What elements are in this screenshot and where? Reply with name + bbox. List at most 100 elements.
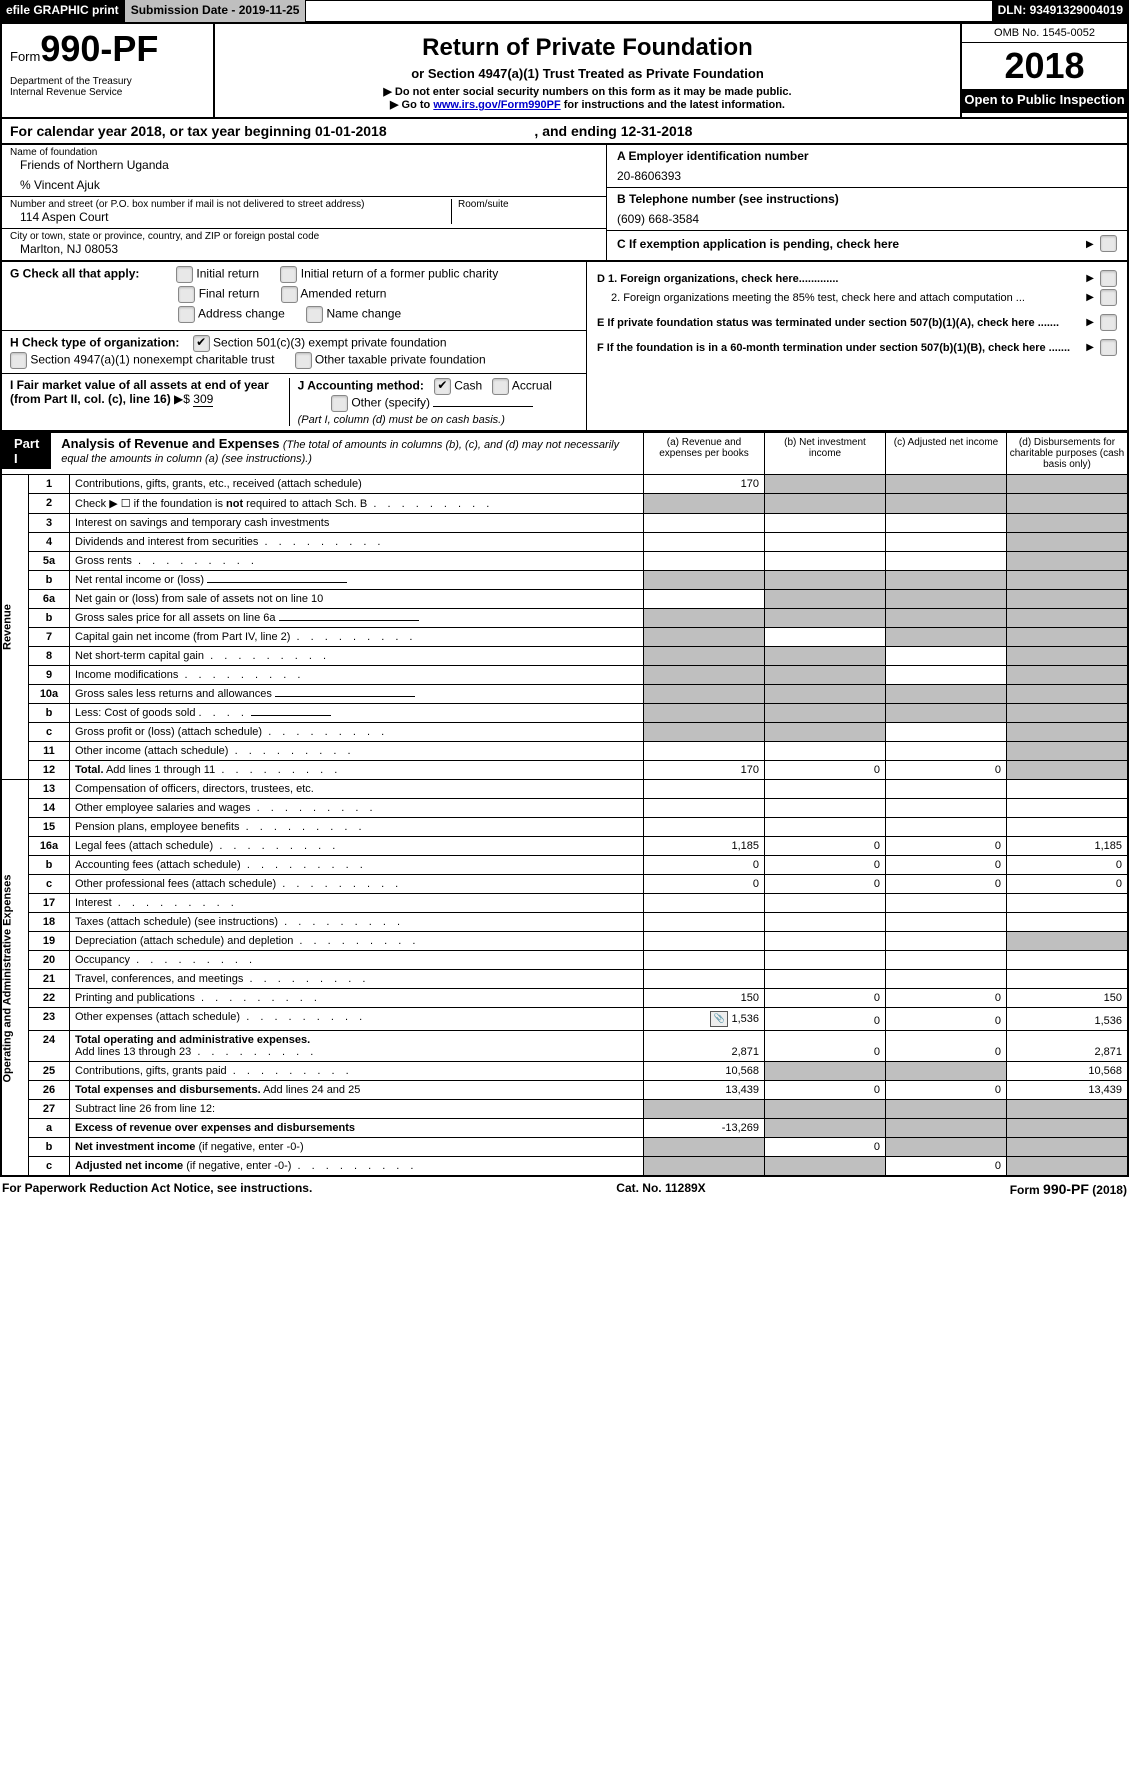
row-number: 23: [29, 1008, 70, 1031]
row-number: 21: [29, 970, 70, 989]
table-row: 22Printing and publications . . . . . . …: [1, 989, 1128, 1008]
row-description: Occupancy . . . . . . . . .: [70, 951, 644, 970]
table-row: 2Check ▶ ☐ if the foundation is not requ…: [1, 494, 1128, 514]
table-row: Revenue1Contributions, gifts, grants, et…: [1, 475, 1128, 494]
amount-cell: 2,871: [1007, 1031, 1129, 1062]
amount-cell: [886, 951, 1007, 970]
amount-cell: [765, 894, 886, 913]
amount-cell: 10,568: [1007, 1062, 1129, 1081]
row-description: Total. Add lines 1 through 11 . . . . . …: [70, 761, 644, 780]
row-number: 1: [29, 475, 70, 494]
row-number: 2: [29, 494, 70, 514]
page-footer: For Paperwork Reduction Act Notice, see …: [0, 1177, 1129, 1197]
submission-date: Submission Date - 2019-11-25: [125, 0, 307, 22]
table-row: 3Interest on savings and temporary cash …: [1, 514, 1128, 533]
amount-cell: [886, 647, 1007, 666]
amount-cell: [765, 951, 886, 970]
amount-cell: [886, 552, 1007, 571]
c-checkbox[interactable]: [1100, 235, 1117, 252]
amount-cell: 0: [1007, 856, 1129, 875]
top-bar: efile GRAPHIC print Submission Date - 20…: [0, 0, 1129, 22]
table-row: 7Capital gain net income (from Part IV, …: [1, 628, 1128, 647]
options-block: G Check all that apply: Initial return I…: [0, 262, 1129, 432]
row-description: Subtract line 26 from line 12:: [70, 1100, 644, 1119]
amount-cell: [765, 799, 886, 818]
j-accrual-checkbox[interactable]: [492, 378, 509, 395]
amount-cell: 10,568: [644, 1062, 765, 1081]
row-number: 3: [29, 514, 70, 533]
table-row: bLess: Cost of goods sold . . . .: [1, 704, 1128, 723]
table-row: 11Other income (attach schedule) . . . .…: [1, 742, 1128, 761]
j-other-checkbox[interactable]: [331, 395, 348, 412]
omb-number: OMB No. 1545-0052: [962, 24, 1127, 43]
amount-cell: 0: [765, 989, 886, 1008]
amount-cell: [765, 552, 886, 571]
row-number: 16a: [29, 837, 70, 856]
amount-cell: [765, 533, 886, 552]
f-checkbox[interactable]: [1100, 339, 1117, 356]
amount-cell: [1007, 818, 1129, 837]
amount-cell: 0: [886, 1031, 1007, 1062]
dln: DLN: 93491329004019: [992, 0, 1129, 22]
amount-cell: [644, 799, 765, 818]
amount-cell: 0: [765, 875, 886, 894]
amount-cell: 0: [765, 1081, 886, 1100]
row-description: Printing and publications . . . . . . . …: [70, 989, 644, 1008]
amount-cell: [765, 742, 886, 761]
row-description: Travel, conferences, and meetings . . . …: [70, 970, 644, 989]
amount-cell: 0: [765, 856, 886, 875]
row-description: Net gain or (loss) from sale of assets n…: [70, 590, 644, 609]
row-description: Net rental income or (loss): [70, 571, 644, 590]
row-description: Interest . . . . . . . . .: [70, 894, 644, 913]
amount-cell: [886, 799, 1007, 818]
row-number: 24: [29, 1031, 70, 1062]
amount-cell: 0: [886, 1157, 1007, 1177]
e-checkbox[interactable]: [1100, 314, 1117, 331]
entity-block: Name of foundation Friends of Northern U…: [0, 145, 1129, 262]
tax-year: 2018: [962, 43, 1127, 89]
h-4947-checkbox[interactable]: [10, 352, 27, 369]
amount-cell: 0: [765, 1008, 886, 1031]
attachment-icon[interactable]: 📎: [710, 1011, 728, 1027]
amount-cell: 0: [765, 837, 886, 856]
amount-cell: 0: [765, 1138, 886, 1157]
table-row: cAdjusted net income (if negative, enter…: [1, 1157, 1128, 1177]
h-501c3-checkbox[interactable]: [193, 335, 210, 352]
h-row: H Check type of organization: Section 50…: [2, 331, 586, 374]
g-initial-former-checkbox[interactable]: [280, 266, 297, 283]
amount-cell: 13,439: [1007, 1081, 1129, 1100]
amount-cell: [886, 932, 1007, 951]
g-name-change-checkbox[interactable]: [306, 306, 323, 323]
g-initial-return-checkbox[interactable]: [176, 266, 193, 283]
row-number: 13: [29, 780, 70, 799]
h-other-checkbox[interactable]: [295, 352, 312, 369]
instructions-link[interactable]: www.irs.gov/Form990PF: [433, 99, 560, 111]
row-description: Contributions, gifts, grants paid . . . …: [70, 1062, 644, 1081]
table-row: cGross profit or (loss) (attach schedule…: [1, 723, 1128, 742]
foundation-name: Friends of Northern Uganda: [10, 158, 598, 172]
row-description: Adjusted net income (if negative, enter …: [70, 1157, 644, 1177]
ein-value: 20-8606393: [617, 169, 1117, 183]
amount-cell: 0: [886, 1081, 1007, 1100]
amount-cell: 1,536: [1007, 1008, 1129, 1031]
d1-checkbox[interactable]: [1100, 270, 1117, 287]
d2-checkbox[interactable]: [1100, 289, 1117, 306]
amount-cell: 0: [886, 761, 1007, 780]
col-b-header: (b) Net investment income: [765, 433, 886, 475]
table-row: 14Other employee salaries and wages . . …: [1, 799, 1128, 818]
j-cash-checkbox[interactable]: [434, 378, 451, 395]
row-number: 6a: [29, 590, 70, 609]
row-description: Gross sales less returns and allowances: [70, 685, 644, 704]
g-final-return-checkbox[interactable]: [178, 286, 195, 303]
g-amended-checkbox[interactable]: [281, 286, 298, 303]
table-row: 27Subtract line 26 from line 12:: [1, 1100, 1128, 1119]
amount-cell: 170: [644, 761, 765, 780]
care-of: % Vincent Ajuk: [10, 178, 598, 192]
g-address-change-checkbox[interactable]: [178, 306, 195, 323]
table-row: bNet rental income or (loss): [1, 571, 1128, 590]
row-number: 18: [29, 913, 70, 932]
amount-cell: [644, 970, 765, 989]
amount-cell: 170: [644, 475, 765, 494]
g-row: G Check all that apply: Initial return I…: [2, 262, 586, 331]
amount-cell: [886, 970, 1007, 989]
